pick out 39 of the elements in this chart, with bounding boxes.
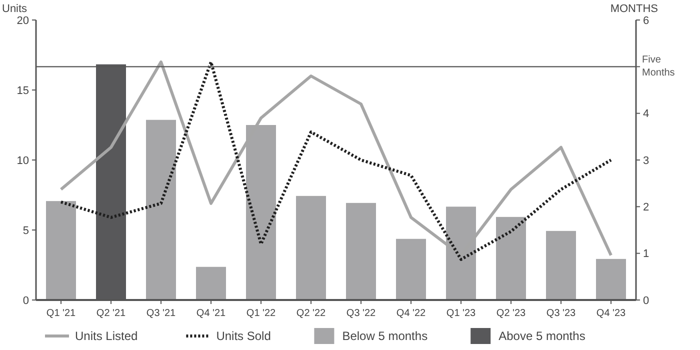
y2-axis-title: MONTHS [610,3,658,15]
y-axis-title: Units [2,3,28,15]
x-tick-label: Q4 '23 [596,308,626,319]
y2-tick-label: 4 [643,108,650,120]
x-tick-label: Q2 '21 [96,308,126,319]
x-tick-label: Q2 '23 [496,308,526,319]
y2-tick-label: 6 [643,14,650,27]
x-tick-label: Q2 '22 [296,308,326,319]
x-tick-label: Q4 '21 [196,308,226,319]
y-tick-label: 5 [22,224,29,237]
y2-tick-label: 2 [643,202,650,214]
x-tick-label: Q1 '21 [46,308,76,319]
bar [546,230,576,300]
bar [196,266,226,300]
bar [46,201,76,300]
bar [346,202,376,300]
bar [146,120,176,300]
y2-tick-label: 1 [643,248,650,260]
y-tick-label: 15 [16,84,29,97]
legend-label: Units Listed [75,329,138,344]
legend-label: Below 5 months [342,329,428,344]
y2-tick-label: 0 [643,294,650,307]
x-tick-label: Q3 '23 [546,308,576,319]
y-tick-label: 0 [22,294,29,307]
x-tick-label: Q1 '23 [446,308,476,319]
y-tick-label: 10 [16,154,29,167]
legend-label: Above 5 months [498,329,586,344]
bar [396,238,426,300]
x-tick-label: Q1 '22 [246,308,276,319]
bar [496,216,526,300]
ref-line-label: Five Months [642,54,675,79]
bar [296,196,326,300]
y2-tick-label: 3 [643,154,650,167]
bar [596,258,626,300]
legend-label: Units Sold [216,329,271,344]
x-tick-label: Q3 '22 [346,308,376,319]
x-tick-label: Q4 '22 [396,308,426,319]
y-tick-label: 20 [16,14,29,27]
x-tick-label: Q3 '21 [146,308,176,319]
